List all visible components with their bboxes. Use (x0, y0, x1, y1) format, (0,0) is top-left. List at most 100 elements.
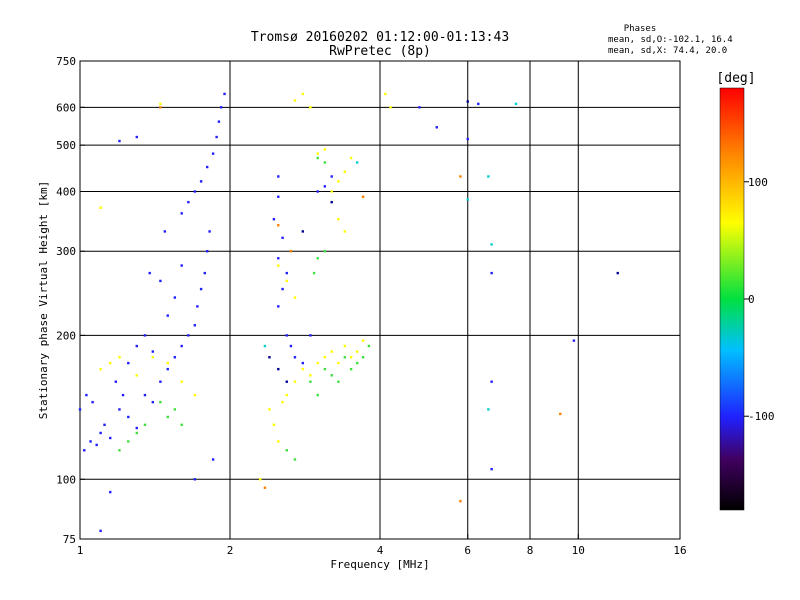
data-point (323, 250, 327, 253)
x-ticks: 1 2 4 6 8 10 16 (77, 534, 687, 557)
data-point (559, 412, 562, 416)
data-point (301, 230, 305, 233)
data-point (99, 529, 102, 533)
chart-title: Tromsø 20160202 01:12:00-01:13:43 (251, 30, 509, 45)
data-point (203, 271, 206, 275)
data-point (263, 344, 267, 348)
data-point (99, 206, 102, 209)
data-point (285, 271, 288, 275)
data-point (196, 305, 199, 308)
data-point (99, 367, 102, 371)
data-point (355, 361, 359, 365)
legend-title: Phases (624, 24, 657, 34)
data-point (285, 279, 288, 283)
data-point (316, 156, 319, 160)
data-point (337, 180, 340, 183)
y-tick-label: 750 (56, 55, 76, 68)
data-point (114, 380, 118, 383)
data-point (293, 296, 297, 299)
data-point (121, 393, 125, 397)
data-point (337, 380, 340, 383)
data-point (330, 350, 333, 353)
data-point (89, 440, 92, 443)
data-point (323, 356, 327, 359)
data-point (316, 152, 319, 155)
data-point (466, 198, 469, 201)
y-axis-label: Stationary phase Virtual Height [km] (37, 181, 50, 419)
data-point (572, 339, 576, 342)
y-tick-label: 300 (56, 245, 76, 258)
y-tick-label: 100 (56, 473, 76, 486)
data-point (349, 367, 353, 371)
data-point (166, 415, 169, 419)
data-point (127, 361, 130, 365)
data-point (277, 264, 280, 267)
data-point (211, 458, 215, 461)
x-tick-label: 16 (673, 544, 686, 557)
data-point (166, 367, 169, 371)
colorbar-ticks: 100 0 -100 (744, 176, 775, 423)
data-point (166, 314, 169, 317)
data-point (330, 175, 333, 178)
data-point (217, 120, 221, 123)
data-point (289, 344, 293, 348)
data-point (418, 106, 421, 109)
data-point (109, 490, 112, 494)
data-point (490, 243, 493, 246)
data-point (127, 440, 130, 443)
x-tick-label: 1 (77, 544, 84, 557)
data-point (459, 175, 462, 178)
data-point (309, 380, 312, 383)
grid-x (229, 61, 579, 539)
data-point (277, 367, 280, 371)
data-point (268, 408, 271, 411)
data-point (616, 271, 619, 275)
x-axis-label: Frequency [MHz] (330, 558, 429, 571)
data-point (293, 380, 297, 383)
y-ticks: 75 100 200 300 400 500 600 750 (56, 55, 85, 546)
data-point (263, 486, 267, 489)
data-point (193, 324, 197, 327)
data-point (135, 374, 138, 377)
data-point (180, 212, 183, 215)
data-point (173, 296, 177, 299)
data-point (272, 218, 276, 221)
data-point (180, 423, 183, 427)
data-point (159, 380, 162, 383)
data-point (293, 458, 297, 461)
data-point (330, 200, 333, 204)
data-point (135, 431, 138, 435)
data-point (355, 161, 359, 164)
data-point (85, 393, 88, 397)
data-point (205, 165, 209, 169)
data-point (143, 423, 147, 427)
data-point (173, 408, 177, 411)
colorbar-tick-label: 0 (748, 293, 755, 306)
x-tick-label: 6 (464, 544, 471, 557)
data-point (143, 393, 147, 397)
data-point (323, 185, 327, 188)
data-point (343, 356, 347, 359)
data-point (367, 344, 371, 348)
y-tick-label: 400 (56, 185, 76, 198)
data-point (323, 148, 327, 151)
data-point (277, 305, 280, 308)
data-point (490, 467, 493, 471)
data-point (355, 350, 359, 353)
data-point (159, 279, 162, 283)
data-point (309, 334, 312, 337)
data-point (109, 436, 112, 440)
x-tick-label: 4 (377, 544, 384, 557)
data-point (277, 195, 280, 198)
colorbar-tick-label: -100 (748, 410, 775, 423)
data-points (78, 92, 619, 533)
data-point (159, 106, 162, 109)
data-point (135, 135, 138, 139)
colorbar (719, 87, 745, 511)
data-point (173, 356, 177, 359)
data-point (180, 380, 183, 383)
data-point (361, 195, 365, 198)
data-point (99, 431, 102, 435)
data-point (135, 344, 138, 348)
data-point (316, 361, 319, 365)
